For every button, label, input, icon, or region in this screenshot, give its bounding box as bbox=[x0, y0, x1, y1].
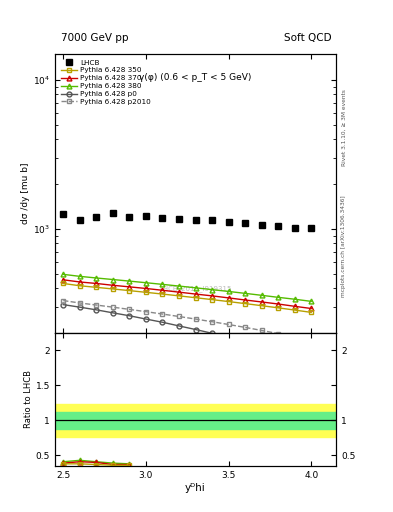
Text: mcplots.cern.ch [arXiv:1306.3436]: mcplots.cern.ch [arXiv:1306.3436] bbox=[342, 195, 346, 296]
Legend: LHCB, Pythia 6.428 350, Pythia 6.428 370, Pythia 6.428 380, Pythia 6.428 p0, Pyt: LHCB, Pythia 6.428 350, Pythia 6.428 370… bbox=[59, 57, 153, 107]
Text: Rivet 3.1.10, ≥ 3M events: Rivet 3.1.10, ≥ 3M events bbox=[342, 90, 346, 166]
Y-axis label: dσ /dy [mu b]: dσ /dy [mu b] bbox=[21, 163, 30, 224]
Text: 7000 GeV pp: 7000 GeV pp bbox=[61, 33, 129, 44]
Text: Soft QCD: Soft QCD bbox=[285, 33, 332, 44]
X-axis label: yᴰhi: yᴰhi bbox=[185, 482, 206, 493]
Text: LHCB_2011_I919315: LHCB_2011_I919315 bbox=[159, 285, 232, 292]
Text: γ(φ) (0.6 < p_T < 5 GeV): γ(φ) (0.6 < p_T < 5 GeV) bbox=[140, 73, 252, 82]
Y-axis label: Ratio to LHCB: Ratio to LHCB bbox=[24, 371, 33, 429]
